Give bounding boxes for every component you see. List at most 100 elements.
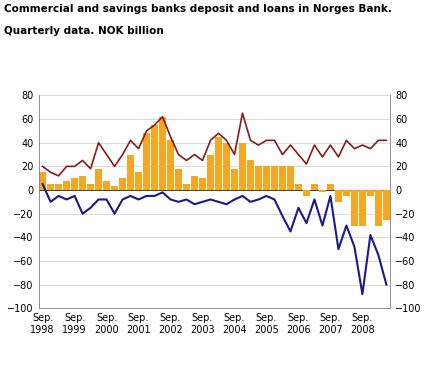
Deposit xyxy=(56,174,61,178)
Bar xyxy=(223,143,230,190)
Deposit xyxy=(160,115,165,119)
Deposit xyxy=(88,167,93,171)
Loans xyxy=(152,194,157,198)
Loans xyxy=(184,197,189,202)
Loans xyxy=(344,223,349,228)
Deposit xyxy=(320,155,325,159)
Deposit xyxy=(40,164,45,168)
Deposit xyxy=(288,143,293,147)
Bar xyxy=(95,169,102,190)
Deposit xyxy=(280,152,285,157)
Deposit xyxy=(104,152,109,157)
Loans xyxy=(96,197,101,202)
Bar xyxy=(343,190,350,196)
Bar xyxy=(247,160,254,190)
Text: Commercial and savings banks deposit and loans in Norges Bank.: Commercial and savings banks deposit and… xyxy=(4,4,392,14)
Deposit xyxy=(272,138,277,142)
Loans xyxy=(248,200,253,204)
Bar xyxy=(255,166,262,190)
Bar xyxy=(279,166,286,190)
Deposit xyxy=(192,152,197,157)
Loans xyxy=(168,197,173,202)
Loans xyxy=(240,194,245,198)
Loans xyxy=(88,206,93,210)
Bar xyxy=(319,190,326,192)
Bar xyxy=(231,169,238,190)
Bar xyxy=(199,178,206,190)
Deposit xyxy=(336,155,341,159)
Deposit xyxy=(304,162,309,166)
Bar xyxy=(351,190,358,225)
Deposit xyxy=(264,138,269,142)
Deposit xyxy=(176,152,181,157)
Loans xyxy=(112,211,117,216)
Deposit xyxy=(256,143,261,147)
Bar xyxy=(79,176,86,190)
Loans xyxy=(144,194,149,198)
Bar xyxy=(103,181,110,190)
Loans xyxy=(360,292,365,296)
Bar xyxy=(375,190,382,225)
Loans xyxy=(384,283,389,287)
Loans xyxy=(176,200,181,204)
Bar xyxy=(111,186,118,190)
Text: Quarterly data. NOK billion: Quarterly data. NOK billion xyxy=(4,26,164,36)
Deposit xyxy=(136,146,141,151)
Loans xyxy=(72,194,77,198)
Bar xyxy=(63,181,70,190)
Deposit xyxy=(200,158,205,163)
Loans xyxy=(216,200,221,204)
Bar xyxy=(271,166,278,190)
Loans xyxy=(256,197,261,202)
Loans xyxy=(312,197,317,202)
Loans xyxy=(120,197,125,202)
Bar xyxy=(263,166,270,190)
Deposit xyxy=(152,123,157,127)
Deposit xyxy=(296,152,301,157)
Deposit xyxy=(184,158,189,163)
Bar xyxy=(87,184,94,190)
Bar xyxy=(311,184,318,190)
Bar xyxy=(183,184,190,190)
Loans xyxy=(288,229,293,234)
Deposit xyxy=(344,138,349,142)
Bar xyxy=(143,133,150,190)
Line: Deposit: Deposit xyxy=(42,113,387,176)
Deposit xyxy=(72,164,77,168)
Bar xyxy=(295,184,302,190)
Loans xyxy=(80,211,85,216)
Loans xyxy=(280,214,285,218)
Deposit xyxy=(368,146,373,151)
Deposit xyxy=(216,131,221,135)
Bar xyxy=(159,117,166,190)
Loans xyxy=(352,244,357,249)
Deposit xyxy=(312,143,317,147)
Bar xyxy=(135,172,142,190)
Loans xyxy=(48,200,53,204)
Bar xyxy=(327,184,334,190)
Loans xyxy=(40,182,45,186)
Bar xyxy=(215,137,222,190)
Bar xyxy=(207,155,214,190)
Loans xyxy=(192,202,197,206)
Deposit xyxy=(120,152,125,157)
Loans xyxy=(200,200,205,204)
Loans xyxy=(208,197,213,202)
Loans xyxy=(128,194,133,198)
Deposit xyxy=(128,138,133,142)
Deposit xyxy=(168,135,173,139)
Deposit xyxy=(96,141,101,145)
Bar xyxy=(151,125,158,190)
Bar xyxy=(167,140,174,190)
Deposit xyxy=(224,138,229,142)
Deposit xyxy=(376,138,381,142)
Bar xyxy=(287,166,294,190)
Deposit xyxy=(232,152,237,157)
Deposit xyxy=(352,146,357,151)
Bar xyxy=(127,155,134,190)
Bar xyxy=(239,143,246,190)
Loans xyxy=(368,233,373,237)
Bar xyxy=(335,190,342,202)
Deposit xyxy=(208,138,213,142)
Loans xyxy=(224,202,229,206)
